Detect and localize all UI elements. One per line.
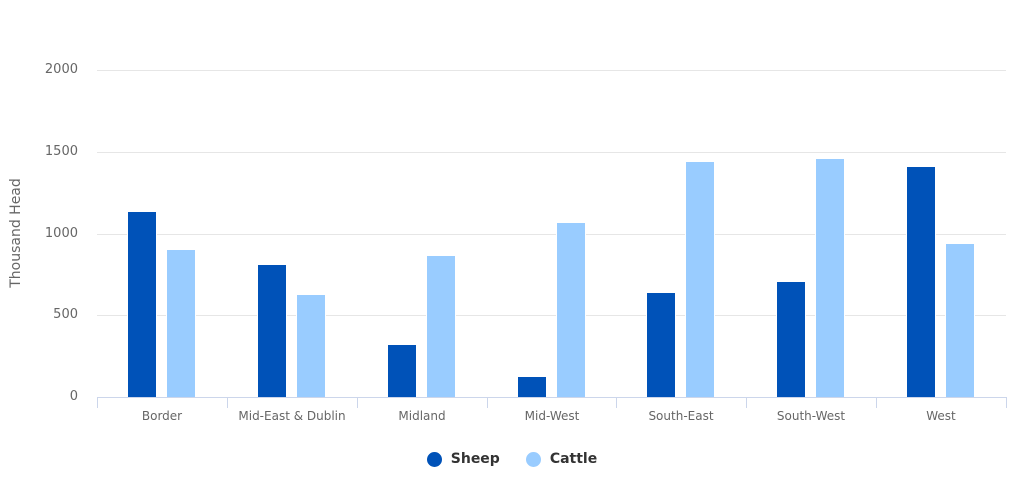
legend: Sheep Cattle [0,451,1024,467]
bar-sheep[interactable] [517,376,547,397]
y-tick-label: 0 [69,389,78,404]
y-tick-label: 1000 [44,226,78,241]
x-tick-mark [97,397,98,408]
x-tick-mark [357,397,358,408]
bar-sheep[interactable] [776,281,806,397]
x-tick-mark [876,397,877,408]
legend-marker-cattle-icon [525,451,541,467]
x-tick-label: Mid-East & Dublin [238,409,346,423]
x-tick-label: Mid-West [524,409,580,423]
bar-sheep[interactable] [906,166,936,397]
bar-sheep[interactable] [387,344,417,397]
x-tick-label: West [926,409,956,423]
y-tick-label: 1500 [44,144,78,159]
x-tick-label: Midland [398,409,446,423]
gridline [97,315,1006,316]
bar-sheep[interactable] [257,264,287,397]
x-tick-mark [746,397,747,408]
x-tick-mark [227,397,228,408]
bar-sheep[interactable] [127,211,157,397]
bar-cattle[interactable] [166,249,196,397]
bar-cattle[interactable] [426,255,456,397]
x-tick-label: South-East [648,409,714,423]
bar-cattle[interactable] [945,243,975,397]
x-tick-mark [487,397,488,408]
y-tick-label: 2000 [44,62,78,77]
x-tick-mark [616,397,617,408]
bar-cattle[interactable] [815,158,845,397]
x-tick-label: South-West [776,409,846,423]
legend-item-sheep[interactable]: Sheep [426,451,500,467]
gridline [97,234,1006,235]
x-axis-line [97,397,1006,398]
bar-cattle[interactable] [296,294,326,397]
legend-marker-sheep-icon [426,451,442,467]
legend-label-sheep: Sheep [450,451,500,467]
bar-cattle[interactable] [685,161,715,397]
x-tick-label: Border [141,409,183,423]
bar-cattle[interactable] [556,222,586,397]
legend-label-cattle: Cattle [549,451,598,467]
y-tick-label: 500 [53,307,78,322]
x-tick-mark [1006,397,1007,408]
gridline [97,152,1006,153]
gridline [97,70,1006,71]
bar-sheep[interactable] [646,292,676,397]
legend-item-cattle[interactable]: Cattle [525,451,598,467]
